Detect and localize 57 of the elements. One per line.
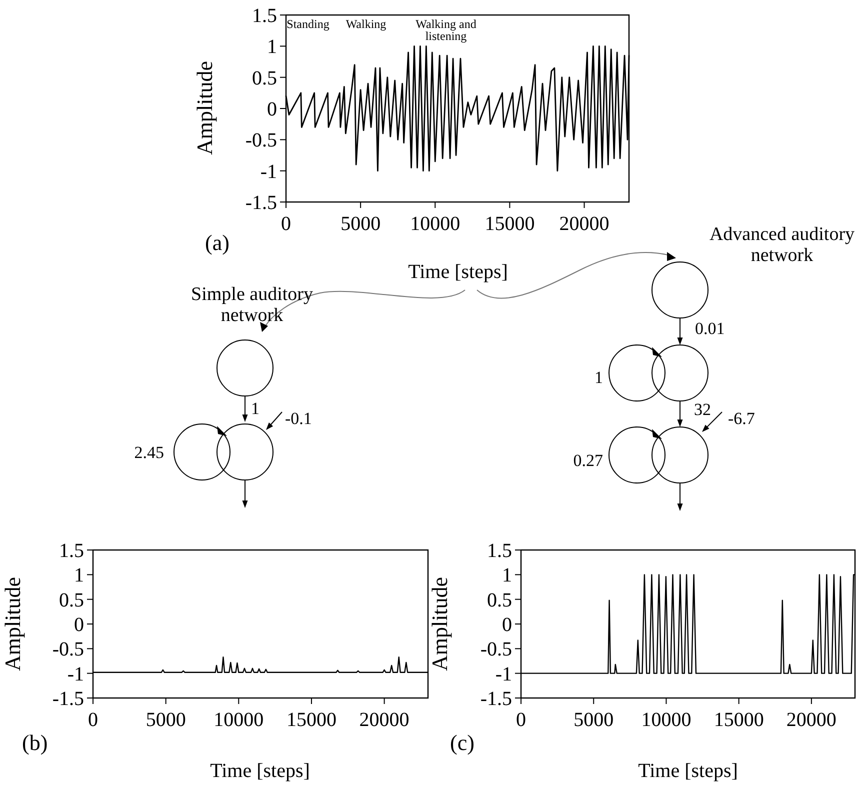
y-tick-label: -1.5	[52, 688, 84, 710]
y-tick-label: -1.5	[245, 192, 277, 214]
x-tick-label: 20000	[786, 709, 836, 731]
x-tick-label: 0	[516, 709, 526, 731]
text: (a)	[205, 230, 230, 255]
y-axis-title: Amplitude	[0, 576, 25, 672]
y-axis-title: Amplitude	[192, 60, 217, 156]
x-tick-label: 5000	[146, 709, 186, 731]
y-tick-label: 0	[74, 614, 84, 636]
annotation: Walking	[346, 17, 386, 31]
x-tick-label: 10000	[641, 709, 692, 731]
x-tick-label: 15000	[714, 709, 764, 731]
y-tick-label: -0.5	[245, 130, 277, 152]
x-tick-label: 5000	[340, 213, 381, 235]
y-tick-label: -1	[495, 663, 512, 686]
y-tick-label: -0.5	[480, 638, 512, 661]
text: 0.27	[573, 451, 604, 470]
annotation: Standing	[286, 17, 330, 31]
y-tick-label: -1	[67, 663, 84, 686]
y-tick-label: 0.5	[59, 589, 84, 612]
x-tick-label: 15000	[286, 709, 336, 731]
y-tick-label: -1.5	[480, 688, 512, 710]
y-tick-label: 0.5	[487, 589, 512, 612]
text: 1	[594, 368, 603, 387]
x-tick-label: 10000	[214, 709, 264, 731]
text: 0.01	[695, 319, 725, 338]
text: 2.45	[134, 443, 164, 462]
y-axis-title: Amplitude	[427, 576, 452, 672]
x-tick-label: 10000	[410, 213, 460, 235]
y-tick-label: 0.5	[252, 67, 277, 90]
text: 32	[694, 400, 711, 419]
text: -0.1	[285, 409, 312, 428]
y-tick-label: 0	[267, 98, 277, 120]
text: -6.7	[728, 409, 756, 428]
x-axis-title: Time [steps]	[638, 760, 738, 782]
x-axis-title: Time [steps]	[210, 760, 310, 782]
y-tick-label: -0.5	[52, 638, 84, 661]
x-tick-label: 20000	[559, 213, 610, 235]
y-tick-label: 1.5	[252, 5, 277, 27]
x-tick-label: 0	[281, 213, 291, 235]
y-tick-label: 1	[267, 36, 277, 58]
text: Simple auditory network	[191, 284, 314, 326]
x-tick-label: 0	[88, 709, 98, 731]
annotation: Walking and listening	[416, 17, 476, 43]
y-tick-label: 1.5	[487, 540, 512, 562]
y-tick-label: 0	[502, 614, 512, 636]
text: (c)	[450, 730, 474, 755]
x-axis-title: Time [steps]	[408, 261, 508, 283]
x-tick-label: 15000	[484, 213, 535, 235]
y-tick-label: 1.5	[59, 540, 84, 562]
y-tick-label: -1	[260, 160, 277, 183]
x-tick-label: 5000	[574, 709, 614, 731]
y-tick-label: 1	[502, 564, 512, 587]
y-tick-label: 1	[74, 564, 84, 587]
text: (b)	[22, 730, 48, 755]
text: Advanced auditory network	[709, 224, 856, 266]
x-tick-label: 20000	[359, 709, 410, 731]
